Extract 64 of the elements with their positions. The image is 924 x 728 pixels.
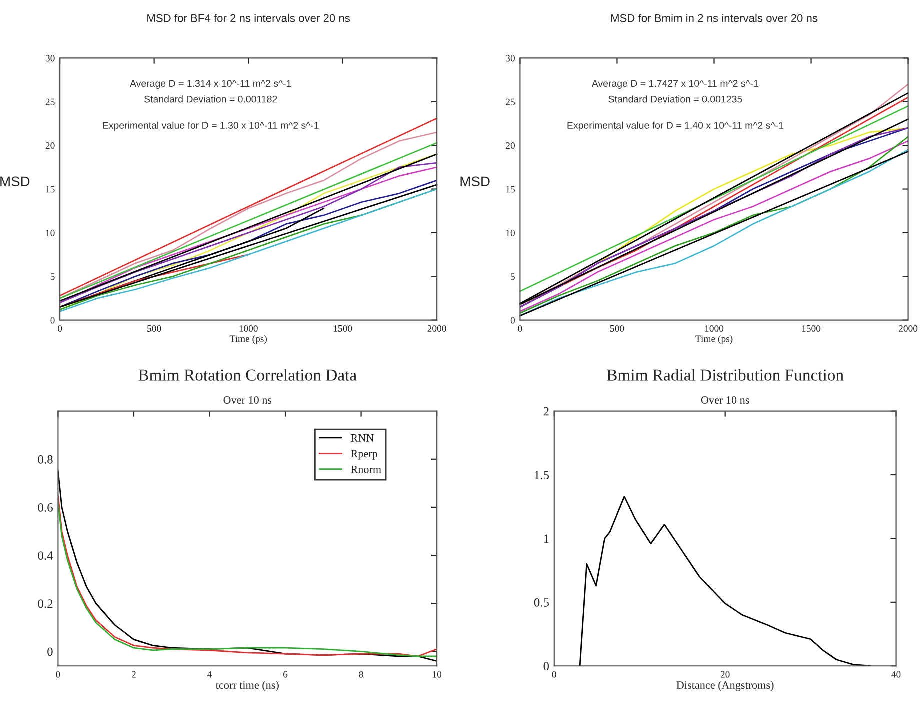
x-tick-label: 1000 bbox=[705, 325, 724, 332]
y-tick-label: 10 bbox=[506, 230, 515, 236]
y-tick-label: 2 bbox=[544, 407, 549, 416]
y-tick-label: 0.5 bbox=[534, 598, 550, 607]
legend-label: RNN bbox=[351, 434, 374, 442]
chart-title: MSD for Bmim in 2 ns intervals over 20 ns bbox=[611, 14, 818, 22]
chart-title: MSD for BF4 for 2 ns intervals over 20 ns bbox=[148, 14, 350, 22]
x-tick-label: 0 bbox=[518, 325, 522, 332]
y-tick-label: 0.4 bbox=[38, 552, 54, 560]
annotation: Experimental value for D = 1.30 x 10^-11 m^2 s^-1 bbox=[103, 122, 319, 131]
x-tick-label: 20 bbox=[720, 671, 730, 678]
y-tick-label: 5 bbox=[50, 274, 55, 280]
chart-title: Bmim Rotation Correlation Data bbox=[138, 369, 357, 381]
x-tick-label: 8 bbox=[359, 671, 364, 678]
y-tick-label: 20 bbox=[506, 142, 515, 150]
annotation: Experimental value for D = 1.40 x 10^-11 m^2 s^-1 bbox=[568, 122, 784, 131]
x-tick-label: 500 bbox=[148, 325, 162, 332]
y-tick-label: 1 bbox=[544, 534, 549, 544]
x-tick-label: 40 bbox=[892, 671, 901, 678]
y-tick-label: 0 bbox=[510, 317, 515, 324]
y-tick-label: 0.6 bbox=[38, 503, 53, 512]
legend-label: Rperp bbox=[351, 450, 378, 460]
x-axis-title: Distance (Angstroms) bbox=[676, 681, 774, 692]
x-tick-label: 0 bbox=[58, 325, 62, 332]
x-axis-title: tcorr time (ns) bbox=[216, 681, 279, 692]
annotation: Standard Deviation = 0.001235 bbox=[608, 96, 742, 103]
y-tick-label: 25 bbox=[506, 98, 515, 106]
y-tick-label: 1.5 bbox=[535, 471, 550, 480]
y-tick-label: 30 bbox=[46, 55, 55, 62]
x-tick-label: 4 bbox=[208, 671, 212, 678]
y-tick-label: 0 bbox=[48, 648, 53, 656]
y-tick-label: 0 bbox=[544, 662, 550, 671]
y-tick-label: 15 bbox=[506, 186, 515, 193]
x-tick-label: 2 bbox=[132, 671, 136, 678]
x-tick-label: 1500 bbox=[802, 325, 821, 332]
y-tick-label: 0 bbox=[50, 317, 55, 324]
x-tick-label: 500 bbox=[610, 325, 624, 332]
x-tick-label: 10 bbox=[433, 671, 442, 678]
y-tick-label: 0.8 bbox=[38, 455, 53, 464]
x-tick-label: 2000 bbox=[898, 325, 918, 332]
y-tick-label: 25 bbox=[46, 98, 55, 106]
legend-label: Rnorm bbox=[351, 466, 382, 474]
chart-title: Bmim Radial Distribution Function bbox=[607, 369, 844, 381]
chart-subtitle: Over 10 ns bbox=[701, 396, 750, 404]
y-tick-label: 0.2 bbox=[38, 600, 53, 608]
y-tick-label: 30 bbox=[506, 55, 515, 62]
x-tick-label: 2000 bbox=[428, 325, 446, 332]
y-tick-label: 15 bbox=[46, 186, 55, 193]
x-tick-label: 0 bbox=[56, 671, 60, 678]
annotation: Standard Deviation = 0.001182 bbox=[144, 96, 278, 103]
y-axis-title: MSD bbox=[460, 176, 490, 187]
x-tick-label: 1500 bbox=[334, 325, 352, 332]
chart-subtitle: Over 10 ns bbox=[224, 396, 272, 404]
x-tick-label: 1000 bbox=[240, 325, 258, 332]
y-tick-label: 10 bbox=[46, 230, 55, 236]
x-axis-title: Time (ps) bbox=[230, 335, 267, 344]
x-tick-label: 0 bbox=[552, 671, 556, 678]
annotation: Average D = 1.7427 x 10^-11 m^2 s^-1 bbox=[592, 80, 759, 89]
y-tick-label: 20 bbox=[46, 142, 55, 150]
annotation: Average D = 1.314 x 10^-11 m^2 s^-1 bbox=[130, 80, 292, 89]
x-tick-label: 6 bbox=[284, 671, 288, 678]
y-axis-title: MSD bbox=[0, 176, 30, 187]
y-tick-label: 5 bbox=[511, 274, 515, 280]
x-axis-title: Time (ps) bbox=[696, 335, 733, 344]
